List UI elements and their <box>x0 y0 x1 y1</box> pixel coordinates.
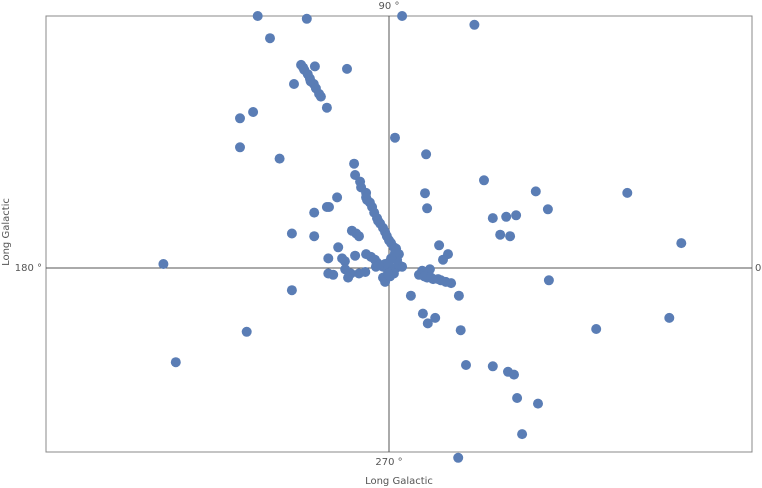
data-points <box>158 11 687 463</box>
scatter-point <box>349 158 360 169</box>
scatter-point <box>309 61 320 72</box>
scatter-point <box>235 113 245 124</box>
scatter-point <box>420 188 430 199</box>
scatter-point <box>455 325 466 336</box>
scatter-point <box>417 308 428 319</box>
axis-label-left: 180 ° <box>15 263 42 274</box>
scatter-point <box>309 207 320 218</box>
scatter-point <box>622 187 633 198</box>
scatter-point <box>321 202 332 212</box>
scatter-point <box>453 452 464 463</box>
x-axis-title: Long Galactic <box>365 476 433 487</box>
scatter-point <box>158 259 169 269</box>
scatter-point <box>343 272 354 283</box>
scatter-point <box>390 132 400 143</box>
scatter-point <box>354 231 364 242</box>
scatter-point <box>370 261 381 272</box>
scatter-point <box>543 275 554 286</box>
scatter-point <box>676 238 687 249</box>
scatter-point <box>286 228 297 239</box>
scatter-point <box>397 11 408 21</box>
scatter-point <box>495 229 506 240</box>
scatter-point <box>517 429 528 440</box>
scatter-point <box>487 213 498 224</box>
scatter-point <box>235 142 245 153</box>
scatter-point <box>332 192 343 203</box>
scatter-point <box>501 211 512 222</box>
scatter-point <box>170 357 181 368</box>
scatter-point <box>461 360 471 370</box>
scatter-point <box>350 250 361 261</box>
scatter-point <box>591 324 602 334</box>
scatter-point <box>241 326 252 337</box>
scatter-point <box>530 186 541 197</box>
scatter-point <box>301 13 312 24</box>
scatter-point <box>542 204 553 215</box>
axis-label-right: 0 <box>755 263 761 274</box>
axis-label-top: 90 ° <box>379 1 400 12</box>
scatter-point <box>428 274 439 285</box>
scatter-point <box>487 361 498 372</box>
scatter-point <box>315 91 326 102</box>
scatter-point <box>505 231 516 242</box>
scatter-point <box>321 102 332 113</box>
scatter-point <box>323 253 334 264</box>
scatter-point <box>430 312 441 323</box>
scatter-point <box>511 210 522 221</box>
axis-label-bottom: 270 ° <box>375 457 402 468</box>
scatter-point <box>422 318 433 329</box>
scatter-point <box>509 369 519 380</box>
scatter-point <box>382 268 393 279</box>
scatter-point <box>469 19 480 30</box>
scatter-point <box>309 231 320 242</box>
scatter-point <box>422 203 433 214</box>
scatter-point <box>252 11 263 21</box>
scatter-point <box>434 240 445 251</box>
scatter-point <box>405 290 416 301</box>
scatter-point <box>360 267 371 277</box>
scatter-point <box>512 393 523 403</box>
scatter-point <box>443 249 453 260</box>
scatter-point <box>342 63 352 74</box>
scatter-point <box>337 253 348 264</box>
scatter-point <box>328 269 339 280</box>
scatter-point <box>397 261 408 272</box>
scatter-point <box>664 312 675 323</box>
scatter-point <box>479 175 489 186</box>
scatter-point <box>421 149 432 160</box>
scatter-point <box>274 153 285 164</box>
scatter-point <box>265 33 275 44</box>
plot-frame <box>45 15 753 453</box>
scatter-point <box>289 79 299 89</box>
scatter-point <box>333 242 344 253</box>
scatter-point <box>424 264 435 275</box>
scatter-point <box>453 290 464 301</box>
scatter-point <box>286 285 297 296</box>
y-axis-title: Long Galactic <box>1 198 12 266</box>
scatter-point <box>533 398 543 409</box>
scatter-point <box>248 107 259 117</box>
scatter-point <box>446 278 457 289</box>
